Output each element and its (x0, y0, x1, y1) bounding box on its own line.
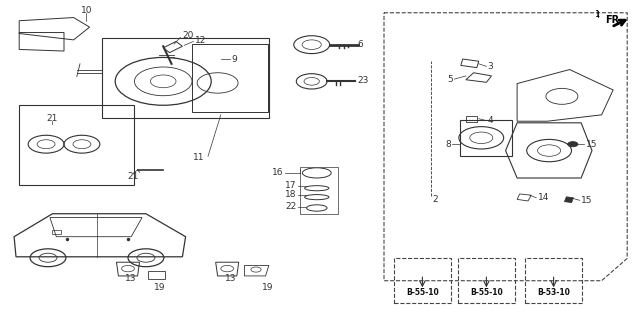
Text: 12: 12 (195, 36, 207, 45)
Text: 4: 4 (488, 116, 493, 125)
Text: 16: 16 (272, 168, 284, 177)
Text: 23: 23 (357, 76, 369, 85)
Bar (19, 105, 134, 185)
Bar (525, 258, 582, 303)
Bar (300, 167, 338, 214)
Text: 13: 13 (225, 274, 236, 283)
Text: 5: 5 (447, 75, 453, 84)
Text: 17: 17 (285, 181, 296, 190)
Text: 3: 3 (488, 62, 493, 71)
Text: 18: 18 (285, 190, 296, 199)
Text: 11: 11 (193, 153, 204, 162)
Circle shape (568, 142, 578, 147)
Bar (192, 44, 268, 112)
Text: 9: 9 (232, 55, 237, 63)
Text: 6: 6 (357, 40, 363, 48)
Bar (458, 258, 515, 303)
Text: 19: 19 (262, 283, 273, 292)
Bar (394, 258, 451, 303)
Text: 15: 15 (581, 196, 593, 205)
Text: 14: 14 (538, 193, 549, 202)
Text: 8: 8 (445, 140, 451, 149)
Text: FR.: FR. (605, 15, 623, 25)
Text: 21: 21 (47, 114, 58, 122)
Text: B-55-10: B-55-10 (406, 288, 439, 297)
Text: 22: 22 (285, 202, 296, 211)
Text: B-53-10: B-53-10 (537, 288, 570, 297)
Text: 21: 21 (127, 172, 139, 181)
Text: 15: 15 (586, 140, 597, 149)
Text: 1: 1 (594, 10, 599, 19)
Text: 10: 10 (81, 6, 92, 15)
Text: 20: 20 (182, 31, 194, 40)
Text: B-55-10: B-55-10 (470, 288, 503, 297)
Polygon shape (564, 197, 573, 203)
Text: 2: 2 (432, 195, 438, 204)
Text: 13: 13 (125, 274, 137, 283)
Text: 19: 19 (154, 283, 166, 292)
